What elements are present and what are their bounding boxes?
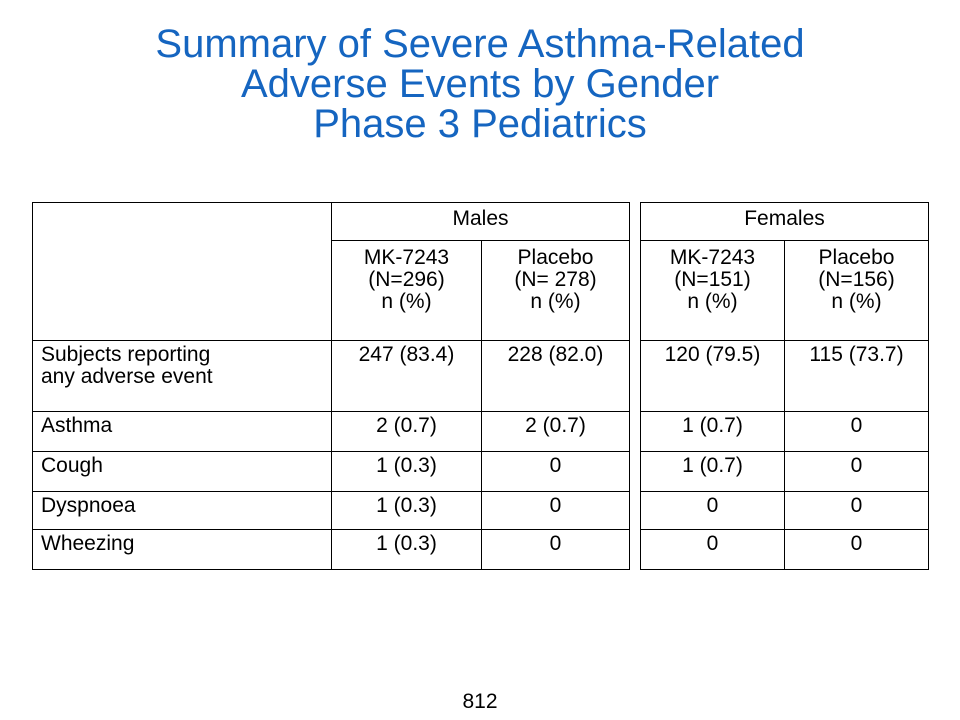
title-line-2: Adverse Events by Gender <box>240 62 720 106</box>
table-row: 1 (0.7) 0 <box>640 451 929 492</box>
females-table: Females MK-7243 (N=151) n (%) Placebo (N… <box>640 202 929 570</box>
table-cell: 120 (79.5) <box>640 340 785 412</box>
males-placebo-header: Placebo (N= 278) n (%) <box>481 240 630 341</box>
females-placebo-header: Placebo (N=156) n (%) <box>784 240 929 341</box>
table-cell: 0 <box>784 529 929 570</box>
title-line-3: Phase 3 Pediatrics <box>313 102 647 146</box>
row-label: Wheezing <box>32 529 332 570</box>
table-row: Subjects reporting any adverse event 247… <box>32 340 630 412</box>
males-table: Males MK-7243 (N=296) n (%) Placebo (N= … <box>32 202 630 570</box>
table-row: Dyspnoea 1 (0.3) 0 <box>32 491 630 530</box>
males-mk7243-header: MK-7243 (N=296) n (%) <box>331 240 482 341</box>
males-group-header: Males <box>331 202 630 241</box>
table-cell: 0 <box>784 491 929 530</box>
table-cell: 0 <box>784 451 929 492</box>
table-row: 0 0 <box>640 529 929 570</box>
table-row: 120 (79.5) 115 (73.7) <box>640 340 929 412</box>
table-cell: 0 <box>784 411 929 452</box>
table-cell: 1 (0.3) <box>331 451 482 492</box>
table-cell: 1 (0.7) <box>640 451 785 492</box>
table-row: 0 0 <box>640 491 929 530</box>
females-mk7243-header: MK-7243 (N=151) n (%) <box>640 240 785 341</box>
table-cell: 0 <box>481 529 630 570</box>
table-cell: 1 (0.3) <box>331 491 482 530</box>
table-cell: 247 (83.4) <box>331 340 482 412</box>
table-row: Wheezing 1 (0.3) 0 <box>32 529 630 570</box>
table-row: Cough 1 (0.3) 0 <box>32 451 630 492</box>
row-label: Cough <box>32 451 332 492</box>
table-cell: 1 (0.7) <box>640 411 785 452</box>
row-label: Dyspnoea <box>32 491 332 530</box>
title-line-1: Summary of Severe Asthma-Related <box>155 22 805 66</box>
empty-corner-cell <box>32 202 332 341</box>
table-cell: 115 (73.7) <box>784 340 929 412</box>
table-cell: 1 (0.3) <box>331 529 482 570</box>
table-row: 1 (0.7) 0 <box>640 411 929 452</box>
row-label: Asthma <box>32 411 332 452</box>
table-cell: 0 <box>481 451 630 492</box>
slide-title: Summary of Severe Asthma-Related Adverse… <box>0 24 960 144</box>
females-group-header: Females <box>640 202 929 241</box>
table-cell: 2 (0.7) <box>481 411 630 452</box>
table-cell: 0 <box>481 491 630 530</box>
page-number: 812 <box>462 690 498 713</box>
table-cell: 0 <box>640 529 785 570</box>
row-label: Subjects reporting any adverse event <box>32 340 332 412</box>
table-cell: 2 (0.7) <box>331 411 482 452</box>
table-cell: 228 (82.0) <box>481 340 630 412</box>
table-cell: 0 <box>640 491 785 530</box>
table-row: Asthma 2 (0.7) 2 (0.7) <box>32 411 630 452</box>
